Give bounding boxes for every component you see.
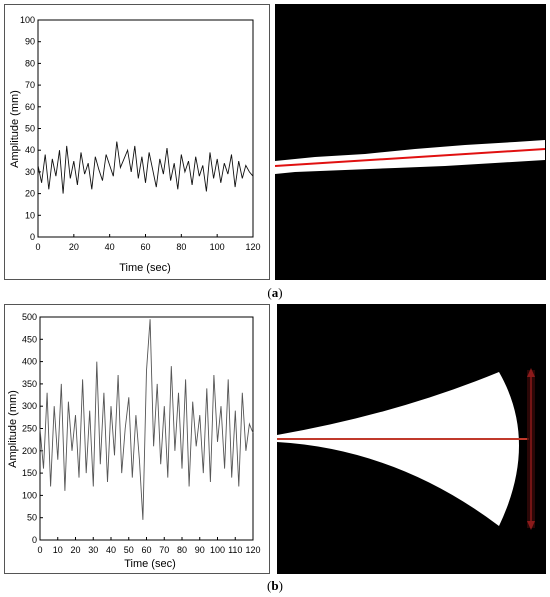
panel-a-image-svg [274,4,546,280]
caption-a-letter: a [271,285,279,300]
chart-a-xlabel: Time (sec) [119,262,171,274]
chart-a-ytick-label: 0 [30,232,35,242]
panel-b-arrow-head-top [527,368,535,377]
caption-a: (a) [267,285,283,300]
chart-a-plot-area [37,19,254,238]
chart-a-xtick-label: 60 [140,242,150,252]
chart-a-xtick-label: 80 [176,242,186,252]
chart-b-series-line [39,319,254,520]
chart-a-ytick-label: 60 [25,102,35,112]
chart-a-ytick-label: 80 [25,58,35,68]
chart-b-xtick-label: 50 [124,545,134,555]
chart-b-plot-area [39,316,254,541]
caption-b-letter: b [271,578,279,593]
panel-b-arrow-head-bottom [527,521,535,530]
chart-a-ytick-label: 10 [25,210,35,220]
chart-b-xtick-label: 110 [228,545,242,555]
chart-b-xtick-label: 70 [159,545,169,555]
chart-a-ytick-label: 100 [20,15,35,25]
chart-b-xtick-label: 120 [245,545,260,555]
chart-b-xtick-label: 20 [70,545,80,555]
chart-a-ylabel: Amplitude (mm) [9,90,21,168]
chart-b-xtick-label: 0 [37,545,42,555]
chart-b-ytick-label: 50 [27,513,37,523]
chart-b-ytick-label: 250 [22,424,37,434]
chart-a-ytick-label: 30 [25,167,35,177]
chart-b-xtick-label: 80 [177,545,187,555]
chart-b-xlabel: Time (sec) [124,558,176,570]
chart-a: 0 10 20 30 40 50 60 70 80 90 100 0 20 40 60 80 100 120 T… [9,15,261,274]
chart-b-ytick-label: 400 [22,357,37,367]
panel-a-background [275,4,546,280]
panel-a-image [274,4,546,280]
chart-b-ytick-label: 450 [22,334,37,344]
chart-b-ylabel: Amplitude (mm) [7,390,19,468]
chart-b-ytick-label: 300 [22,401,37,411]
chart-b-ytick-label: 350 [22,379,37,389]
chart-a-xtick-label: 0 [35,242,40,252]
chart-b-xtick-label: 100 [210,545,225,555]
chart-b-ytick-label: 150 [22,468,37,478]
chart-b-xtick-label: 60 [141,545,151,555]
panel-b-image-svg [277,304,546,574]
panel-b-image [277,304,546,574]
chart-a-ytick-label: 20 [25,189,35,199]
chart-a-ytick-label: 40 [25,145,35,155]
chart-a-ytick-label: 90 [25,37,35,47]
chart-b-xtick-label: 10 [53,545,63,555]
chart-a-series-line [37,141,254,194]
caption-b: (b) [267,578,283,593]
panel-a-red-line [274,148,546,167]
chart-a-xtick-label: 20 [69,242,79,252]
chart-a-xtick-label: 120 [245,242,260,252]
chart-a-ytick-label: 50 [25,124,35,134]
chart-b-ytick-label: 500 [22,312,37,322]
chart-b-ytick-label: 100 [22,490,37,500]
panel-b-chart-frame: 0 50 100 150 200 250 300 350 400 450 500 0 10 20 30 40… [4,304,270,574]
chart-b: 0 50 100 150 200 250 300 350 400 450 500 0 10 20 30 40… [7,312,261,570]
chart-a-ytick-label: 70 [25,80,35,90]
chart-b-xtick-label: 90 [195,545,205,555]
chart-b-xtick-label: 40 [106,545,116,555]
chart-b-xtick-label: 30 [88,545,98,555]
panel-a-chart-frame: 0 10 20 30 40 50 60 70 80 90 100 0 20 40 60 80 100 120 T… [4,4,270,280]
panel-b-white-fan-shape [277,372,519,526]
chart-b-ytick-label: 0 [32,535,37,545]
chart-b-ytick-label: 200 [22,446,37,456]
chart-a-xtick-label: 40 [105,242,115,252]
chart-a-xtick-label: 100 [210,242,225,252]
